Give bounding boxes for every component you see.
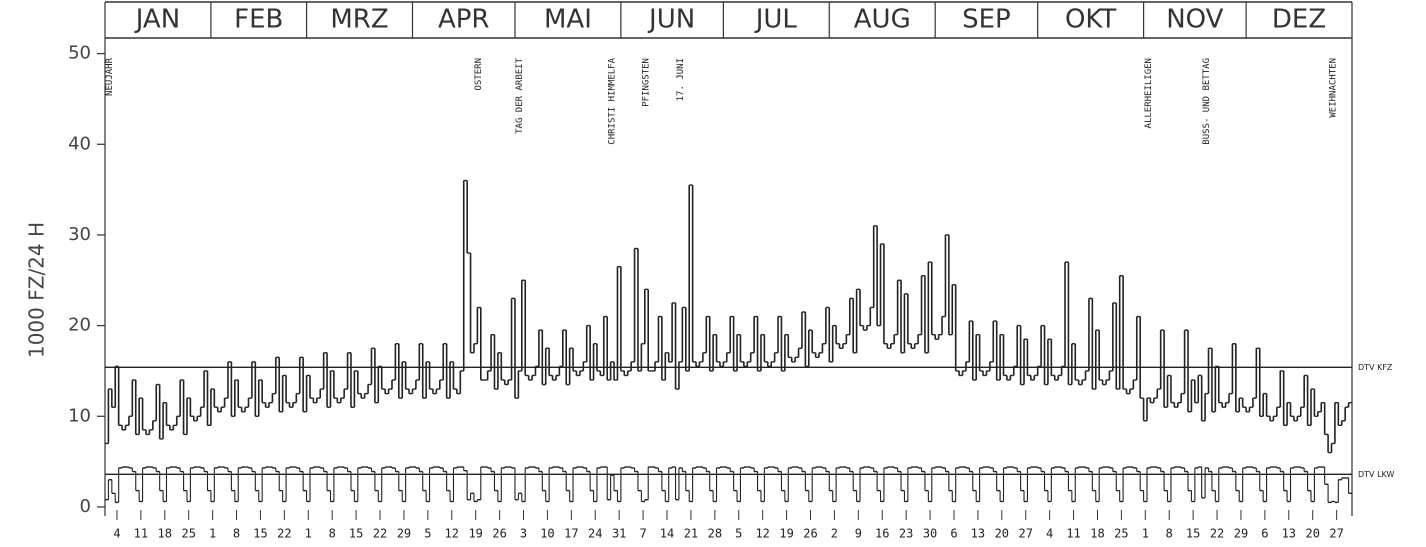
holiday-label: BUSS- UND BETTAG (1202, 58, 1212, 145)
x-tick-label: 27 (1329, 527, 1343, 541)
x-tick-label: 19 (779, 527, 793, 541)
x-tick-label: 11 (1066, 527, 1080, 541)
holiday-label: CHRISTI HIMMELFA (607, 57, 617, 144)
x-tick-label: 10 (540, 527, 554, 541)
x-tick-label: 8 (329, 527, 336, 541)
y-tick-label: 10 (68, 405, 91, 426)
y-tick-label: 40 (68, 133, 91, 154)
holiday-label: PFINGSTEN (642, 58, 652, 107)
x-tick-label: 24 (588, 527, 602, 541)
x-tick-label: 12 (755, 527, 769, 541)
x-tick-label: 28 (708, 527, 722, 541)
x-tick-label: 18 (158, 527, 172, 541)
x-tick-label: 8 (1166, 527, 1173, 541)
x-tick-label: 29 (1234, 527, 1248, 541)
y-tick-label: 20 (68, 315, 91, 336)
x-tick-label: 23 (899, 527, 913, 541)
x-tick-label: 21 (684, 527, 698, 541)
y-tick-label: 0 (80, 496, 91, 517)
holiday-label: ALLERHEILIGEN (1144, 58, 1154, 128)
x-tick-label: 1 (305, 527, 312, 541)
series-1 (105, 466, 1352, 504)
month-label: JUL (754, 5, 798, 35)
month-label: DEZ (1272, 5, 1326, 35)
x-tick-label: 20 (995, 527, 1009, 541)
month-label: FEB (234, 5, 283, 35)
month-label: OKT (1065, 5, 1116, 35)
x-tick-label: 22 (277, 527, 291, 541)
x-tick-label: 2 (831, 527, 838, 541)
holiday-label: TAG DER ARBEIT (515, 57, 525, 133)
x-tick-label: 19 (468, 527, 482, 541)
month-label: SEP (962, 5, 1011, 35)
y-tick-label: 30 (68, 224, 91, 245)
step-risers (107, 180, 1350, 453)
x-tick-label: 1 (209, 527, 216, 541)
x-tick-label: 22 (373, 527, 387, 541)
holiday-label: WEIHNACHTEN (1328, 58, 1338, 118)
x-tick-label: 7 (639, 527, 646, 541)
month-label: MRZ (330, 5, 388, 35)
x-tick-label: 13 (971, 527, 985, 541)
x-tick-label: 13 (1282, 527, 1296, 541)
x-tick-label: 4 (113, 527, 120, 541)
x-tick-label: 26 (492, 527, 506, 541)
x-tick-label: 15 (1186, 527, 1200, 541)
x-tick-label: 5 (424, 527, 431, 541)
x-tick-label: 25 (181, 527, 195, 541)
x-tick-label: 17 (564, 527, 578, 541)
x-tick-label: 31 (612, 527, 626, 541)
x-tick-label: 11 (134, 527, 148, 541)
reference-label: DTV KFZ (1358, 363, 1393, 372)
x-tick-label: 8 (233, 527, 240, 541)
series-0 (105, 179, 1352, 454)
x-tick-label: 5 (735, 527, 742, 541)
x-tick-label: 9 (855, 527, 862, 541)
x-tick-label: 1 (1142, 527, 1149, 541)
holiday-label: OSTERN (474, 58, 484, 91)
month-label: JAN (134, 5, 180, 35)
x-tick-label: 14 (660, 527, 674, 541)
month-label: MAI (544, 5, 592, 35)
x-tick-label: 18 (1090, 527, 1104, 541)
month-label: AUG (854, 5, 911, 35)
step-risers (107, 467, 1350, 503)
y-tick-label: 50 (68, 43, 91, 64)
x-tick-label: 4 (1046, 527, 1053, 541)
x-tick-label: 6 (1261, 527, 1268, 541)
x-tick-label: 29 (397, 527, 411, 541)
x-tick-label: 16 (875, 527, 889, 541)
x-tick-label: 30 (923, 527, 937, 541)
holiday-label: 17. JUNI (676, 58, 686, 101)
x-tick-label: 22 (1210, 527, 1224, 541)
x-tick-label: 12 (445, 527, 459, 541)
month-label: APR (438, 5, 490, 35)
x-tick-label: 20 (1305, 527, 1319, 541)
x-tick-label: 25 (1114, 527, 1128, 541)
x-tick-label: 3 (520, 527, 527, 541)
month-label: JUN (647, 5, 695, 35)
month-label: NOV (1166, 5, 1223, 35)
x-tick-label: 15 (253, 527, 267, 541)
x-tick-label: 6 (950, 527, 957, 541)
x-tick-label: 15 (349, 527, 363, 541)
reference-label: DTV LKW (1358, 470, 1394, 479)
y-axis-label: 1000 FZ/24 H (25, 222, 49, 358)
x-tick-label: 26 (803, 527, 817, 541)
x-tick-label: 27 (1019, 527, 1033, 541)
holiday-label: NEUJAHR (105, 57, 115, 96)
